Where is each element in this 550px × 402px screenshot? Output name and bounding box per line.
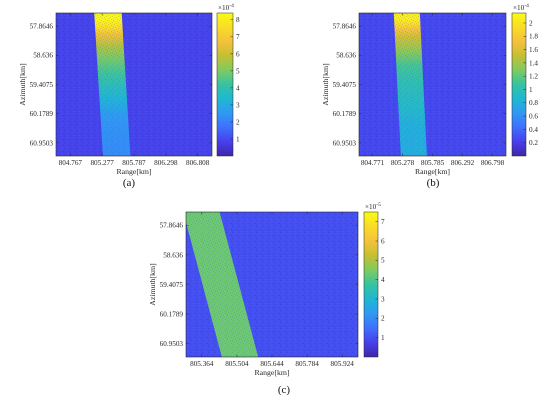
colorbar-tick-label: 1.2 bbox=[529, 73, 538, 81]
y-tick-label: 57.8646 bbox=[160, 222, 184, 230]
y-tick-label: 59.4075 bbox=[160, 281, 184, 289]
x-tick-label: 806.292 bbox=[451, 159, 475, 167]
x-axis-label: Range[km] bbox=[116, 167, 151, 176]
strip-noise bbox=[393, 13, 427, 156]
x-tick-label: 805.277 bbox=[90, 159, 114, 167]
panel-a: 804.767 805.277 805.787 806.298 806.808 57.86… bbox=[18, 3, 240, 189]
colorbar-tick-label: 4 bbox=[381, 276, 385, 284]
colorbar-tick-label: 6 bbox=[381, 237, 385, 245]
y-axis-label: Azimuth[km] bbox=[321, 63, 330, 106]
heatmap-noise bbox=[56, 13, 212, 156]
x-tick-label: 805.278 bbox=[391, 159, 415, 167]
colorbar-tick-label: 2 bbox=[529, 19, 533, 27]
panel-label: (c) bbox=[278, 384, 291, 396]
y-tick-label: 60.9503 bbox=[333, 139, 357, 147]
colorbar-exponent: ×10-5 bbox=[365, 202, 381, 211]
colorbar bbox=[216, 12, 234, 157]
y-tick-label: 57.8646 bbox=[30, 23, 54, 31]
y-tick-label: 57.8646 bbox=[333, 23, 357, 31]
panel-label: (b) bbox=[427, 177, 440, 189]
colorbar-tick-label: 3 bbox=[236, 101, 240, 109]
colorbar-tick-label: 2 bbox=[381, 315, 385, 323]
x-tick-label: 805.785 bbox=[421, 159, 445, 167]
y-axis-label: Azimuth[km] bbox=[18, 63, 27, 106]
colorbar-tick-label: 1.8 bbox=[529, 33, 538, 41]
panel-c: 805.364 805.504 805.644 805.784 805.924 57.86… bbox=[148, 202, 385, 396]
panel-b: 804.771 805.278 805.785 806.292 806.798 57.86… bbox=[321, 3, 538, 189]
colorbar-tick-label: 8 bbox=[236, 16, 240, 24]
x-tick-label: 806.798 bbox=[481, 159, 505, 167]
colorbar-tick-label: 5 bbox=[381, 257, 385, 265]
colorbar-tick-label: 0.8 bbox=[529, 99, 538, 107]
colorbar-tick-label: 6 bbox=[236, 50, 240, 58]
colorbar bbox=[363, 211, 379, 358]
colorbar-exponent: ×10-4 bbox=[513, 3, 529, 12]
colorbar-tick-label: 0.6 bbox=[529, 112, 538, 120]
x-tick-label: 805.364 bbox=[190, 360, 214, 368]
y-tick-label: 60.1789 bbox=[160, 310, 184, 318]
colorbar-tick-label: 7 bbox=[236, 33, 240, 41]
colorbar-tick-label: 4 bbox=[236, 84, 240, 92]
y-tick-label: 60.9503 bbox=[30, 139, 54, 147]
colorbar-tick-label: 1.6 bbox=[529, 46, 538, 54]
y-tick-label: 60.1789 bbox=[30, 110, 54, 118]
panel-label: (a) bbox=[123, 177, 136, 189]
colorbar-tick-label: 1.4 bbox=[529, 59, 538, 67]
colorbar-tick-label: 2 bbox=[236, 118, 240, 126]
colorbar-tick-label: 1 bbox=[236, 135, 240, 143]
x-axis-label: Range[km] bbox=[415, 167, 450, 176]
colorbar bbox=[511, 12, 527, 157]
x-tick-label: 806.298 bbox=[154, 159, 178, 167]
y-tick-label: 58.636 bbox=[33, 52, 53, 60]
strip-noise bbox=[186, 212, 259, 357]
y-tick-label: 59.4075 bbox=[333, 81, 357, 89]
y-axis-label: Azimuth[km] bbox=[148, 263, 157, 306]
y-tick-label: 58.636 bbox=[336, 52, 356, 60]
colorbar-tick-label: 0.2 bbox=[529, 139, 538, 147]
colorbar-tick-label: 1 bbox=[529, 86, 533, 94]
x-tick-label: 805.924 bbox=[331, 360, 355, 368]
colorbar-exponent: ×10-4 bbox=[218, 3, 234, 12]
y-tick-label: 58.636 bbox=[163, 251, 183, 259]
x-tick-label: 805.784 bbox=[295, 360, 319, 368]
y-tick-label: 59.4075 bbox=[30, 81, 54, 89]
heatmap-noise bbox=[359, 13, 506, 156]
colorbar-tick-label: 0.4 bbox=[529, 126, 538, 134]
colorbar-tick-label: 7 bbox=[381, 218, 385, 226]
x-tick-label: 805.644 bbox=[260, 360, 284, 368]
y-tick-label: 60.1789 bbox=[333, 110, 357, 118]
colorbar-tick-label: 1 bbox=[381, 334, 385, 342]
x-tick-label: 806.808 bbox=[186, 159, 210, 167]
x-tick-label: 805.504 bbox=[225, 360, 249, 368]
x-axis-label: Range[km] bbox=[254, 368, 289, 377]
x-tick-label: 804.767 bbox=[59, 159, 83, 167]
colorbar-tick-label: 3 bbox=[381, 295, 385, 303]
colorbar-tick-label: 5 bbox=[236, 67, 240, 75]
x-tick-label: 804.771 bbox=[361, 159, 385, 167]
y-tick-label: 60.9503 bbox=[160, 340, 184, 348]
strip-noise bbox=[94, 13, 131, 156]
x-tick-label: 805.787 bbox=[122, 159, 146, 167]
